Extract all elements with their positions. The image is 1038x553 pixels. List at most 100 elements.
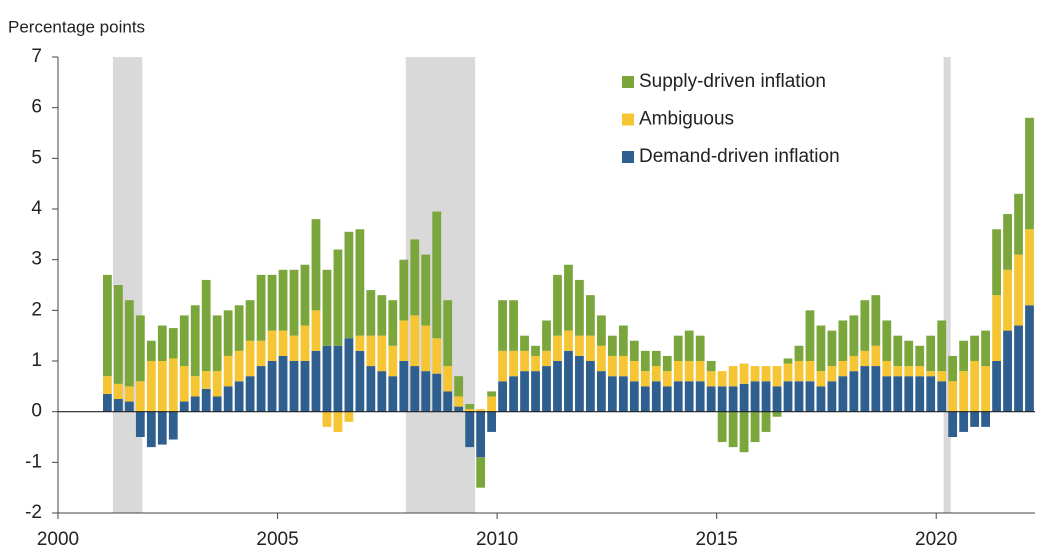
bar-segment	[596, 315, 606, 346]
bar-segment	[937, 320, 947, 372]
bar-segment	[838, 376, 848, 412]
bar-segment	[586, 361, 595, 412]
y-tick-label: 1	[31, 350, 42, 371]
bar-segment	[860, 300, 870, 351]
bar-segment	[190, 376, 200, 397]
bar-segment	[662, 386, 672, 412]
y-tick-label: 5	[31, 147, 42, 168]
recession-band	[943, 57, 951, 513]
bar-segment	[783, 381, 793, 412]
bar-segment	[959, 340, 969, 372]
bar-segment	[212, 315, 222, 372]
bar-segment	[103, 376, 112, 394]
legend-swatch	[622, 151, 634, 163]
x-tick-label: 2000	[37, 529, 79, 550]
bar-segment	[399, 361, 409, 412]
bar-segment	[981, 366, 990, 412]
bar-segment	[553, 335, 562, 361]
bar-segment	[146, 411, 156, 448]
bar-segment	[300, 264, 310, 326]
bar-segment	[772, 366, 782, 387]
legend-label: Ambiguous	[639, 109, 734, 130]
bar-segment	[970, 335, 980, 361]
bar-segment	[432, 338, 442, 374]
bar-segment	[1025, 229, 1034, 306]
bar-segment	[717, 386, 727, 412]
x-tick-label: 2010	[476, 529, 518, 550]
bar-segment	[816, 371, 826, 387]
y-tick-label: 6	[31, 97, 42, 118]
bar-segment	[157, 325, 167, 361]
bar-segment	[772, 411, 782, 417]
bar-segment	[454, 396, 464, 407]
bar-segment	[618, 355, 628, 377]
bar-segment	[728, 386, 738, 412]
bar-segment	[322, 411, 332, 427]
legend-label: Supply-driven inflation	[639, 71, 826, 92]
bar-segment	[860, 350, 870, 367]
bar-segment	[684, 361, 694, 382]
bar-segment	[124, 300, 134, 387]
bar-segment	[926, 335, 936, 372]
bar-segment	[849, 315, 859, 356]
bar-segment	[520, 371, 529, 412]
bar-segment	[157, 361, 167, 412]
bar-segment	[816, 386, 826, 412]
bar-segment	[498, 381, 507, 412]
bar-segment	[476, 457, 486, 488]
bar-segment	[179, 315, 189, 367]
bar-segment	[267, 330, 277, 361]
bar-segment	[135, 315, 145, 382]
bar-segment	[651, 381, 661, 412]
bar-segment	[146, 361, 156, 412]
x-tick-label: 2015	[696, 529, 738, 550]
y-tick-label: 7	[31, 46, 42, 67]
bar-segment	[443, 366, 453, 392]
bar-segment	[937, 381, 947, 412]
bar-segment	[300, 325, 310, 361]
bar-segment	[827, 366, 837, 382]
bar-segment	[904, 366, 914, 377]
bar-segment	[410, 239, 420, 316]
bar-segment	[739, 411, 749, 453]
bar-segment	[388, 376, 398, 412]
bar-segment	[948, 355, 958, 382]
bar-segment	[443, 391, 453, 412]
bar-segment	[476, 411, 486, 458]
bar-segment	[168, 411, 178, 440]
bar-segment	[465, 411, 475, 448]
legend-swatch	[622, 113, 634, 126]
bar-segment	[421, 254, 431, 326]
bar-segment	[103, 274, 112, 377]
bar-segment	[509, 300, 518, 351]
bar-segment	[948, 381, 958, 412]
bar-segment	[487, 391, 497, 397]
bar-segment	[805, 310, 815, 361]
bar-segment	[531, 371, 540, 412]
bar-segment	[432, 211, 442, 339]
bar-segment	[487, 411, 497, 432]
bar-segment	[157, 411, 167, 445]
bar-segment	[849, 371, 859, 412]
bar-segment	[487, 396, 497, 412]
bar-segment	[366, 366, 376, 412]
bar-segment	[629, 381, 639, 412]
bar-segment	[1014, 193, 1023, 255]
bar-segment	[970, 361, 980, 412]
bar-segment	[113, 383, 123, 399]
bar-segment	[893, 335, 903, 367]
bar-segment	[465, 404, 475, 410]
bar-segment	[684, 330, 694, 361]
bar-segment	[607, 376, 617, 412]
bar-segment	[827, 381, 837, 412]
bar-segment	[542, 366, 551, 412]
bar-segment	[333, 411, 343, 432]
bar-segment	[662, 371, 672, 387]
bar-segment	[168, 358, 178, 412]
bar-segment	[322, 269, 332, 346]
bar-segment	[124, 386, 134, 402]
bar-segment	[498, 300, 507, 351]
bar-segment	[553, 274, 562, 336]
bar-segment	[761, 366, 771, 382]
